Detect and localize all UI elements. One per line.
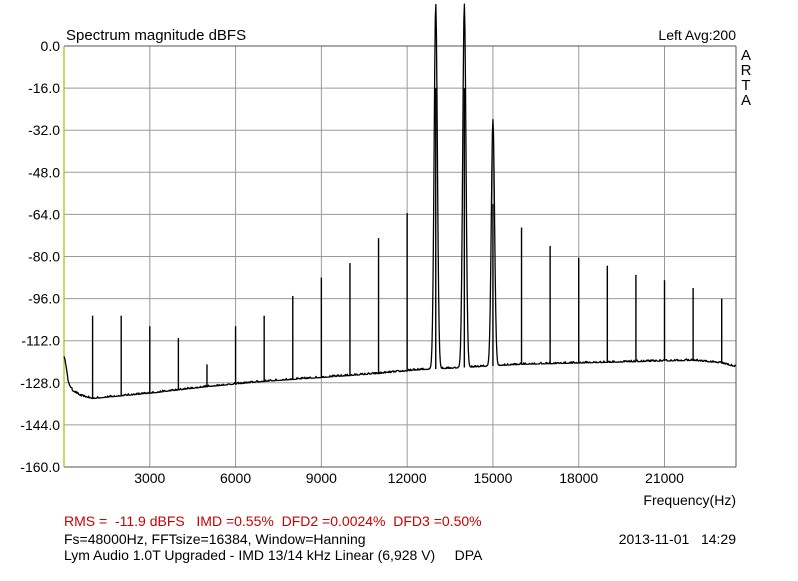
stats-line: RMS = -11.9 dBFS IMD =0.55% DFD2 =0.0024… — [64, 513, 482, 529]
x-tick-label: 18000 — [559, 470, 598, 486]
y-tick-label: -80.0 — [28, 249, 60, 265]
spectrum-trace — [63, 3, 737, 400]
y-tick-label: -96.0 — [28, 291, 60, 307]
chart-title: Spectrum magnitude dBFS — [66, 27, 246, 44]
watermark-letter: R — [741, 62, 752, 79]
fft-info: Fs=48000Hz, FFTsize=16384, Window=Hannin… — [64, 531, 366, 547]
watermark-letter: A — [741, 47, 751, 64]
spectral-spurs — [91, 88, 723, 399]
watermark-letter: A — [741, 92, 751, 109]
y-tick-label: -160.0 — [20, 459, 60, 475]
y-tick-label: -128.0 — [20, 375, 60, 391]
x-tick-label: 3000 — [134, 470, 165, 486]
x-tick-label: 12000 — [388, 470, 427, 486]
timestamp: 2013-11-01 14:29 — [619, 531, 736, 547]
grid-lines — [64, 46, 736, 467]
y-tick-labels: 0.0 -16.0 -32.0 -48.0 -64.0 -80.0 -96.0 -112.0 -… — [20, 38, 60, 475]
x-tick-label: 6000 — [220, 470, 251, 486]
x-tick-label: 21000 — [645, 470, 684, 486]
y-tick-label: -144.0 — [20, 417, 60, 433]
x-tick-labels: 3000 6000 9000 12000 15000 18000 21000 — [134, 470, 684, 486]
watermark-letter: T — [741, 77, 750, 94]
y-tick-label: -112.0 — [21, 333, 60, 349]
y-tick-label: -64.0 — [28, 206, 60, 222]
measurement-description: Lym Audio 1.0T Upgraded - IMD 13/14 kHz … — [64, 547, 483, 563]
y-tick-label: -16.0 — [28, 80, 60, 96]
y-tick-label: -48.0 — [28, 164, 60, 180]
x-axis-label: Frequency(Hz) — [643, 492, 736, 508]
axes — [63, 45, 737, 468]
y-tick-label: 0.0 — [41, 38, 61, 54]
x-tick-label: 9000 — [306, 470, 337, 486]
x-tick-label: 15000 — [473, 470, 512, 486]
channel-label: Left Avg:200 — [658, 27, 736, 43]
y-tick-label: -32.0 — [28, 122, 60, 138]
